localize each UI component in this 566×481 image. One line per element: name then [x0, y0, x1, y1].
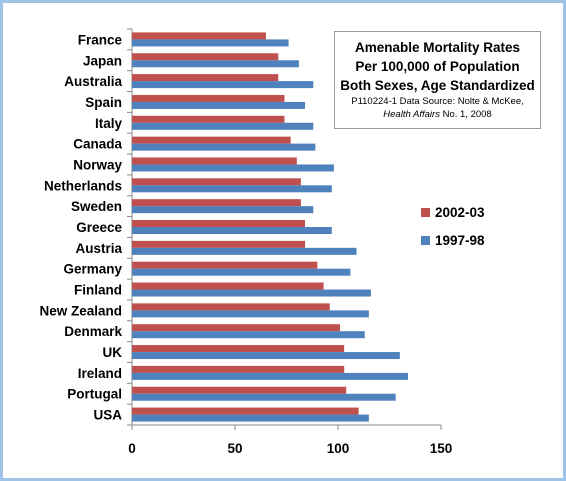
category-label: Japan — [83, 53, 122, 68]
bar-series-2 — [132, 227, 332, 234]
bar-series-1 — [132, 282, 324, 290]
category-label: Sweden — [71, 199, 122, 214]
bar-series-1 — [132, 94, 285, 102]
category-label: Australia — [64, 74, 122, 89]
bar-series-2 — [132, 101, 306, 109]
bar-series-1 — [132, 32, 266, 40]
bar-series-2 — [132, 206, 314, 214]
category-label: Norway — [73, 157, 122, 172]
bar-series-1 — [132, 407, 359, 415]
category-label: Portugal — [67, 387, 122, 402]
chart-title-line-1: Amenable Mortality Rates — [354, 40, 521, 55]
bar-series-2 — [132, 352, 400, 360]
category-label: Germany — [63, 262, 122, 277]
bar-series-2 — [132, 247, 357, 255]
bar-series-2 — [132, 393, 396, 401]
bar-series-1 — [132, 74, 279, 82]
category-label: Spain — [85, 95, 122, 110]
legend-label: 1997-98 — [435, 233, 485, 248]
category-label: Greece — [76, 220, 122, 235]
legend-swatch — [421, 236, 430, 245]
chart-title-box: Amenable Mortality Rates Per 100,000 of … — [334, 31, 541, 129]
bar-series-1 — [132, 365, 345, 373]
legend-swatch — [421, 208, 430, 217]
chart-title-line-2: Per 100,000 of Population — [355, 59, 520, 74]
category-label: Finland — [74, 283, 122, 298]
bar-series-2 — [132, 372, 409, 380]
category-label: Netherlands — [44, 178, 122, 193]
bar-series-1 — [132, 53, 279, 61]
bar-chart: France Japan Australia Spain Italy Canada Norw… — [39, 28, 485, 456]
bar-series-1 — [132, 220, 306, 227]
category-label: Italy — [95, 116, 123, 131]
chart-source-line: P110224-1 Data Source: Nolte & McKee, — [351, 96, 524, 107]
bar-series-2 — [132, 39, 289, 47]
chart-source-issue: No. 1, 2008 — [439, 109, 492, 120]
category-label: Denmark — [64, 324, 122, 339]
category-label: Ireland — [78, 366, 122, 381]
bar-series-1 — [132, 240, 306, 248]
chart-source-journal-line: Health Affairs No. 1, 2008 — [335, 108, 540, 121]
bar-series-2 — [132, 289, 371, 297]
category-label: USA — [93, 408, 122, 423]
category-label: UK — [103, 345, 123, 360]
bar-series-2 — [132, 164, 334, 172]
bar-series-1 — [132, 303, 330, 311]
bar-series-2 — [132, 143, 316, 151]
bar-series-2 — [132, 331, 365, 339]
bar-series-2 — [132, 310, 369, 318]
bar-series-1 — [132, 157, 297, 165]
x-tick-label: 50 — [227, 441, 242, 456]
x-tick-label: 0 — [128, 441, 136, 456]
bar-series-2 — [132, 268, 351, 276]
bar-series-1 — [132, 178, 301, 186]
bar-series-1 — [132, 199, 301, 207]
bar-series-1 — [132, 345, 345, 353]
category-label: New Zealand — [39, 303, 122, 318]
bar-series-2 — [132, 414, 369, 422]
category-label: Austria — [75, 241, 122, 256]
bar-series-2 — [132, 81, 314, 89]
legend-label: 2002-03 — [435, 205, 485, 220]
bar-series-1 — [132, 115, 285, 123]
chart-source-journal: Health Affairs — [383, 109, 440, 120]
category-label: Canada — [73, 137, 122, 152]
bar-series-1 — [132, 324, 341, 332]
bar-series-1 — [132, 136, 291, 144]
bar-series-1 — [132, 261, 318, 269]
x-tick-label: 100 — [327, 441, 350, 456]
bar-series-2 — [132, 122, 314, 130]
bar-series-1 — [132, 386, 347, 394]
x-tick-label: 150 — [430, 441, 453, 456]
bar-series-2 — [132, 60, 299, 68]
bar-series-2 — [132, 185, 332, 193]
chart-title-line-3: Both Sexes, Age Standardized — [340, 78, 535, 93]
category-label: France — [78, 32, 123, 47]
